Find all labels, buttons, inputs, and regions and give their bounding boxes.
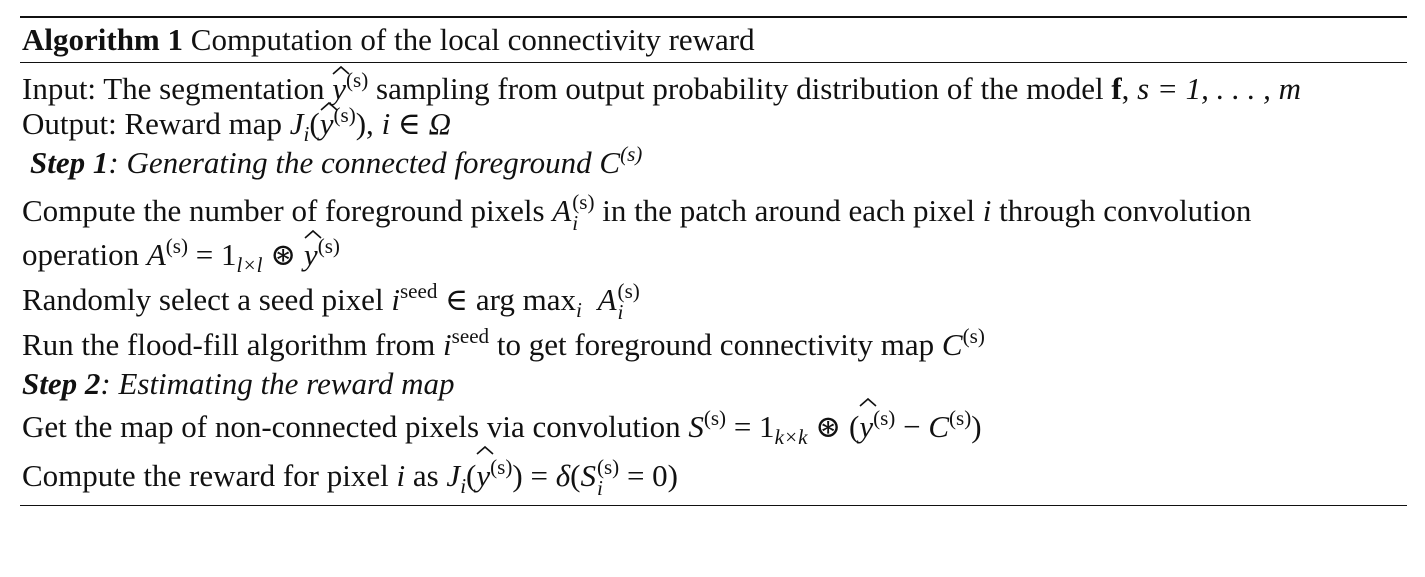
- hat-accent: [476, 445, 494, 455]
- compute-b: in the patch around each pixel: [602, 193, 975, 228]
- seed-sup: seed: [399, 279, 438, 304]
- compute-line: Compute the number of foreground pixels …: [22, 190, 1252, 236]
- hat-accent: [859, 397, 877, 407]
- sup-s: (s): [490, 455, 513, 480]
- step1-heading: Step 1: Generating the connected foregro…: [22, 141, 1407, 185]
- y-hat-symbol: y: [859, 397, 877, 451]
- seed-sup: seed: [451, 324, 490, 349]
- sup-s: (s): [620, 142, 643, 167]
- a-supsub: (s) i: [572, 190, 595, 236]
- input-line: Input: The segmentation y(s) sampling fr…: [22, 63, 1407, 107]
- select-text: Randomly select a seed pixel: [22, 282, 384, 317]
- nonconnected-text: Get the map of non-connected pixels via …: [22, 409, 681, 444]
- reward-b: as: [412, 458, 439, 493]
- model-symbol: f: [1111, 71, 1122, 106]
- operation-label: operation: [22, 237, 140, 272]
- pixel-i: i: [396, 458, 406, 493]
- sup-s: (s): [165, 234, 189, 259]
- y-hat-symbol: y: [332, 65, 350, 107]
- input-text: sampling from output probability distrib…: [376, 71, 1104, 106]
- pixel-i: i: [982, 193, 992, 228]
- algorithm-title: Algorithm 1 Computation of the local con…: [20, 18, 1407, 62]
- compute-c: through convolution: [999, 193, 1252, 228]
- sup-s: (s): [962, 324, 985, 349]
- hat-accent: [332, 65, 350, 75]
- step1-symbol: C: [599, 145, 621, 180]
- conv-symbol: ⊛: [815, 409, 842, 444]
- input-prefix: Input: The segmentation: [22, 71, 325, 106]
- sup-s: (s): [873, 406, 896, 431]
- hat-accent: [320, 101, 338, 111]
- sub-k: k×k: [774, 425, 808, 450]
- output-line: Output: Reward map Ji(y(s)), i ∈ Ω: [22, 101, 1407, 145]
- y-hat-symbol: y: [476, 445, 494, 501]
- bottom-rule: [20, 505, 1407, 506]
- flood-b: to get foreground connectivity map: [496, 327, 935, 362]
- reward-a: Compute the reward for pixel: [22, 458, 389, 493]
- sub-i: i: [576, 298, 582, 323]
- flood-line: Run the flood-fill algorithm from iseed …: [22, 324, 985, 362]
- a-supsub: (s) i: [617, 279, 640, 325]
- step1-label: Step 1: [30, 145, 109, 180]
- select-line: Randomly select a seed pixel iseed ∈ arg…: [22, 279, 640, 325]
- step2-heading: Step 2: Estimating the reward map: [22, 365, 1407, 403]
- algorithm-body: Input: The segmentation y(s) sampling fr…: [20, 63, 1407, 505]
- sup-s: (s): [317, 234, 340, 259]
- sub-i: i: [303, 122, 310, 147]
- algorithm-box: Algorithm 1 Computation of the local con…: [20, 16, 1407, 506]
- input-range: 1, . . . , m: [1185, 71, 1302, 106]
- sup-s: (s): [703, 406, 727, 431]
- flood-a: Run the flood-fill algorithm from: [22, 327, 436, 362]
- reward-line: Compute the reward for pixel i as Ji(y(s…: [22, 445, 1407, 501]
- sub-l: l×l: [236, 253, 263, 278]
- y-hat-symbol: y: [320, 101, 338, 141]
- compute-a: Compute the number of foreground pixels: [22, 193, 545, 228]
- sup-s: (s): [346, 68, 369, 93]
- top-rule: [20, 16, 1407, 18]
- conv-symbol: ⊛: [270, 237, 297, 272]
- sup-s: (s): [949, 406, 972, 431]
- step2-title: : Estimating the reward map: [100, 366, 455, 401]
- algorithm-label: Algorithm 1: [22, 22, 184, 57]
- operation-line: operation A(s) = 1l×l ⊛ y(s): [22, 229, 1407, 278]
- s-equals: s =: [1137, 71, 1178, 106]
- step2-label: Step 2: [22, 366, 101, 401]
- sup-s: (s): [333, 103, 356, 128]
- hat-accent: [304, 229, 322, 239]
- output-suffix: i ∈ Ω: [381, 106, 452, 141]
- output-prefix: Output: Reward map: [22, 106, 283, 141]
- nonconnected-line: Get the map of non-connected pixels via …: [22, 397, 1407, 451]
- algorithm-title-text: Computation of the local connectivity re…: [190, 22, 755, 57]
- sub-i: i: [460, 474, 467, 499]
- argmax: arg max: [475, 282, 576, 317]
- step1-title: : Generating the connected foreground: [108, 145, 592, 180]
- y-hat-symbol: y: [304, 229, 322, 275]
- title-rule: [20, 62, 1407, 63]
- s-supsub: (s) i: [596, 455, 620, 501]
